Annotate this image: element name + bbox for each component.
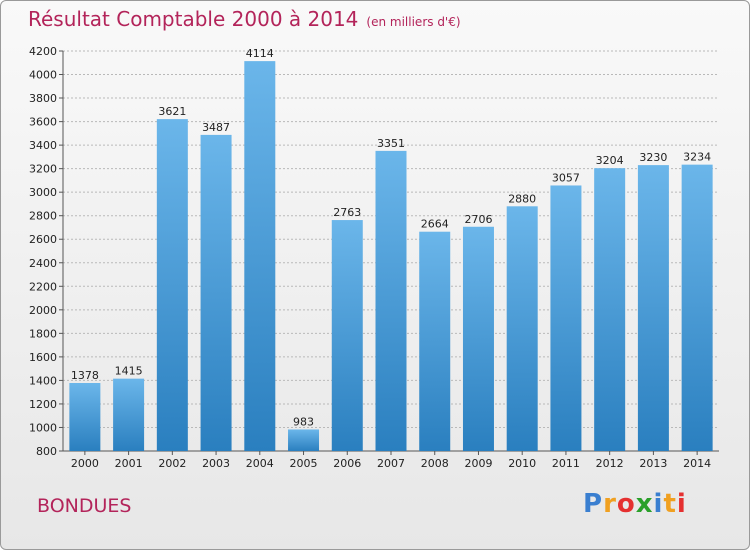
y-tick-label: 1600 — [29, 351, 57, 364]
y-tick-label: 2400 — [29, 257, 57, 270]
y-tick-label: 2600 — [29, 233, 57, 246]
y-tick-label: 4200 — [29, 45, 57, 58]
logo-letter: r — [603, 489, 617, 519]
proxiti-logo: Proxiti — [583, 489, 687, 519]
y-tick-label: 3600 — [29, 116, 57, 129]
title-text: Résultat Comptable 2000 à 2014 — [28, 7, 359, 31]
y-tick-labels: 800 1000 1200 1400 1600 1800 2000 2200 2400 2600 2… — [29, 45, 57, 458]
bar-2004 — [244, 61, 276, 451]
city-name: BONDUES — [37, 495, 132, 517]
logo-letter: i — [676, 489, 687, 519]
logo-letter: t — [663, 489, 677, 519]
bar-2012 — [594, 168, 626, 452]
data-label-2011: 3057 — [552, 171, 580, 184]
y-tick-label: 3000 — [29, 186, 57, 199]
data-label-2001: 1415 — [115, 365, 143, 378]
bar-2001 — [113, 378, 145, 451]
x-tick-label-2013: 2013 — [639, 457, 667, 470]
bar-2003 — [200, 134, 232, 451]
x-tick-label-2014: 2014 — [683, 457, 711, 470]
bar-2000 — [69, 383, 101, 451]
y-tick-label: 1800 — [29, 327, 57, 340]
bar-2009 — [462, 226, 494, 451]
data-label-2003: 3487 — [202, 121, 230, 134]
y-tick-label: 4000 — [29, 69, 57, 82]
x-tick-label-2010: 2010 — [508, 457, 536, 470]
x-tick-label-2009: 2009 — [464, 457, 492, 470]
title-unit: (en milliers d'€) — [366, 15, 461, 29]
bar-2013 — [637, 165, 669, 451]
bar-2014 — [681, 164, 713, 451]
y-tick-label: 3400 — [29, 139, 57, 152]
y-tick-label: 1200 — [29, 398, 57, 411]
x-tick-label-2008: 2008 — [421, 457, 449, 470]
y-tick-label: 1400 — [29, 374, 57, 387]
y-tick-label: 3800 — [29, 92, 57, 105]
data-label-2000: 1378 — [71, 369, 99, 382]
data-label-2012: 3204 — [596, 154, 624, 167]
data-label-2004: 4114 — [246, 47, 274, 60]
x-tick-label-2007: 2007 — [377, 457, 405, 470]
logo-letter: o — [616, 489, 636, 519]
x-tick-label-2005: 2005 — [290, 457, 318, 470]
data-label-2006: 2763 — [333, 206, 361, 219]
y-tick-label: 1000 — [29, 421, 57, 434]
x-tick-label-2000: 2000 — [71, 457, 99, 470]
x-tick-label-2011: 2011 — [552, 457, 580, 470]
bar-2010 — [506, 206, 538, 451]
data-label-2002: 3621 — [158, 105, 186, 118]
y-tick-label: 2200 — [29, 280, 57, 293]
bar-2011 — [550, 185, 582, 451]
x-tick-labels: 2000 2001 2002 2003 2004 2005 2006 2007 2008 2009… — [71, 451, 711, 470]
x-tick-label-2004: 2004 — [246, 457, 274, 470]
data-labels: 1378 1415 3621 3487 4114 983 2763 3351 2664 2706 2… — [71, 47, 711, 428]
bar-2002 — [156, 119, 188, 451]
data-label-2009: 2706 — [464, 213, 492, 226]
x-tick-label-2002: 2002 — [158, 457, 186, 470]
data-label-2010: 2880 — [508, 192, 536, 205]
data-label-2014: 3234 — [683, 151, 711, 164]
logo-letter: P — [583, 489, 604, 519]
x-tick-label-2012: 2012 — [596, 457, 624, 470]
logo-letter: x — [635, 489, 654, 519]
y-tick-label: 3200 — [29, 163, 57, 176]
x-tick-label-2003: 2003 — [202, 457, 230, 470]
x-tick-label-2006: 2006 — [333, 457, 361, 470]
bars — [69, 61, 713, 452]
chart-title: Résultat Comptable 2000 à 2014 (en millie… — [28, 7, 461, 31]
y-tick-label: 2000 — [29, 304, 57, 317]
y-tick-label: 800 — [36, 445, 57, 458]
bar-2005 — [288, 429, 320, 451]
bar-2006 — [331, 220, 363, 451]
logo-letter: i — [653, 489, 664, 519]
x-tick-label-2001: 2001 — [115, 457, 143, 470]
data-label-2013: 3230 — [639, 151, 667, 164]
y-tick-label: 2800 — [29, 210, 57, 223]
bar-2007 — [375, 150, 407, 451]
data-label-2008: 2664 — [421, 218, 449, 231]
data-label-2005: 983 — [293, 415, 314, 428]
bar-2008 — [419, 231, 451, 451]
data-label-2007: 3351 — [377, 137, 405, 150]
